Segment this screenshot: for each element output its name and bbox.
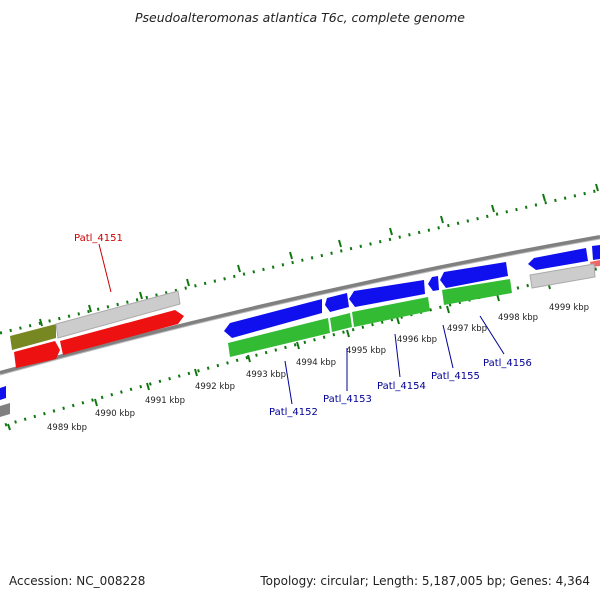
ruler-label-4999: 4999 kbp [549, 303, 589, 313]
ruler-track-upper [0, 188, 600, 335]
ruler-label-4992: 4992 kbp [195, 382, 235, 392]
feature-right-pseudo[interactable] [529, 263, 596, 289]
feature-rna-left[interactable] [14, 341, 60, 368]
ruler-label-4989: 4989 kbp [47, 423, 87, 433]
gene-4154-plus[interactable] [349, 280, 425, 307]
gene-label-4154[interactable]: Patl_4154 [377, 381, 426, 392]
feature-other-olive[interactable] [10, 324, 56, 350]
ruler-label-4997: 4997 kbp [447, 324, 487, 334]
feature-rna-main[interactable] [60, 310, 184, 355]
gene-right-plus-1[interactable] [528, 248, 588, 270]
ruler-label-4998: 4998 kbp [498, 313, 538, 323]
gene-right-plus-2[interactable] [592, 245, 600, 260]
ruler-label-4996: 4996 kbp [397, 335, 437, 345]
gene-label-4151[interactable]: Patl_4151 [74, 233, 123, 244]
feature-left-edge[interactable] [0, 386, 10, 417]
gene-label-4155[interactable]: Patl_4155 [431, 371, 480, 382]
gene-label-4152[interactable]: Patl_4152 [269, 407, 318, 418]
gene-4155a-plus[interactable] [428, 276, 439, 291]
gene-4152-plus[interactable] [224, 299, 322, 338]
ruler-label-4990: 4990 kbp [95, 409, 135, 419]
label-leaders [98, 243, 505, 405]
ruler-label-4991: 4991 kbp [145, 396, 185, 406]
gene-4156-minus[interactable] [442, 279, 512, 305]
gene-4153-minus[interactable] [330, 313, 352, 332]
gene-label-4156[interactable]: Patl_4156 [483, 358, 532, 369]
ruler-label-4993: 4993 kbp [246, 370, 286, 380]
accession-label: Accession: NC_008228 [9, 574, 146, 588]
gene-label-4153[interactable]: Patl_4153 [323, 394, 372, 405]
gene-4154-minus[interactable] [352, 297, 430, 327]
gene-4153-plus[interactable] [325, 293, 349, 312]
ruler-labels: 4989 kbp 4990 kbp 4991 kbp 4992 kbp 4993… [47, 303, 589, 433]
feature-pseudo-4151[interactable] [55, 290, 181, 339]
gene-4152-minus[interactable] [228, 318, 330, 357]
ruler-label-4994: 4994 kbp [296, 358, 336, 368]
gene-4156-plus[interactable] [440, 262, 508, 288]
ruler-label-4995: 4995 kbp [346, 346, 386, 356]
genome-info-label: Topology: circular; Length: 5,187,005 bp… [260, 574, 590, 588]
genome-backbone [0, 235, 600, 376]
map-title: Pseudoalteromonas atlantica T6c, complet… [135, 10, 465, 25]
